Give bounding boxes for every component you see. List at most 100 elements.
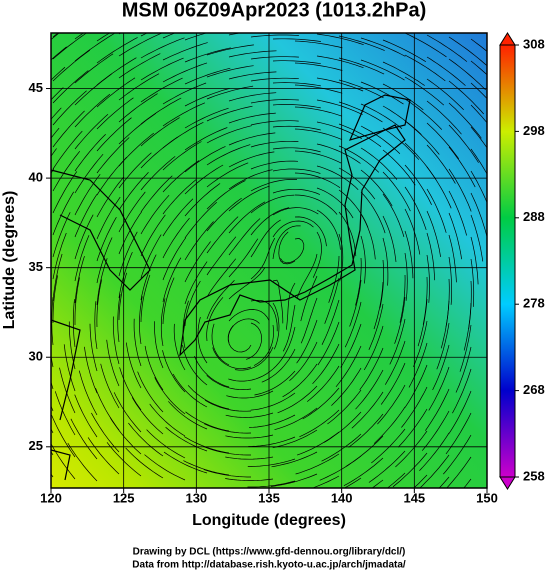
streamline	[206, 216, 239, 254]
streamline	[373, 281, 384, 330]
streamline	[272, 279, 284, 324]
streamline	[118, 251, 133, 299]
coastline	[179, 124, 406, 357]
streamline	[392, 452, 428, 488]
streamline	[395, 430, 428, 468]
streamline	[228, 169, 273, 190]
streamline	[162, 160, 200, 193]
streamline	[294, 106, 343, 117]
streamlines	[51, 33, 487, 488]
streamline	[360, 235, 366, 284]
streamline	[247, 458, 296, 467]
streamline	[426, 100, 462, 135]
streamline	[248, 436, 296, 447]
streamline	[113, 392, 142, 433]
streamline	[448, 234, 457, 283]
streamline	[74, 33, 84, 40]
colorbar-tick-label: 288	[523, 209, 545, 224]
streamline	[140, 175, 173, 213]
streamline	[228, 50, 277, 58]
streamline	[250, 99, 299, 104]
streamline	[52, 110, 85, 148]
streamline	[74, 133, 106, 172]
streamline	[228, 185, 270, 212]
streamline	[140, 77, 183, 103]
streamline	[272, 326, 296, 370]
streamline	[355, 369, 384, 410]
streamline	[426, 56, 466, 86]
streamline	[125, 342, 142, 389]
streamline	[328, 255, 340, 303]
streamline	[173, 323, 186, 371]
streamline	[349, 279, 362, 327]
streamline	[63, 344, 76, 392]
streamline	[371, 479, 384, 488]
streamline	[250, 299, 278, 332]
streamline	[87, 437, 120, 475]
streamline	[295, 453, 340, 475]
streamline	[118, 191, 146, 233]
streamline	[282, 304, 296, 352]
streamline	[294, 84, 343, 94]
y-tick-label: 30	[29, 349, 43, 364]
x-tick-label: 140	[331, 490, 353, 505]
streamline	[94, 301, 98, 350]
streamline	[226, 390, 274, 399]
streamline	[211, 323, 230, 366]
streamline	[162, 179, 197, 215]
streamline	[363, 325, 384, 371]
streamline	[470, 104, 487, 124]
x-tick-label: 145	[403, 490, 425, 505]
streamline	[299, 409, 340, 438]
x-tick-label: 130	[185, 490, 207, 505]
streamline	[149, 403, 186, 437]
credit: Drawing by DCL (https://www.gfd-dennou.o…	[133, 547, 406, 558]
streamline	[96, 196, 121, 240]
streamline	[74, 235, 90, 282]
streamline	[184, 47, 231, 63]
streamline	[78, 370, 98, 416]
streamline	[321, 433, 362, 462]
streamline	[140, 97, 182, 125]
streamline	[448, 146, 476, 188]
streamline	[335, 345, 362, 388]
streamline	[52, 191, 75, 236]
streamline	[228, 132, 276, 146]
streamline	[206, 65, 254, 78]
streamline	[144, 345, 164, 391]
streamline	[294, 62, 343, 71]
streamline	[182, 300, 189, 349]
streamline	[448, 80, 484, 115]
streamline	[338, 167, 376, 200]
streamline	[162, 198, 194, 237]
streamline	[168, 401, 208, 430]
streamline	[311, 475, 340, 488]
streamline	[163, 451, 208, 474]
streamline	[139, 296, 143, 345]
streamline	[140, 57, 184, 81]
streamline	[162, 350, 186, 393]
streamline	[443, 434, 472, 475]
streamline	[316, 77, 364, 92]
streamline	[203, 446, 251, 456]
streamline	[340, 323, 362, 368]
streamline	[426, 78, 464, 111]
streamline	[359, 347, 384, 391]
streamline	[380, 362, 406, 405]
streamline	[144, 454, 186, 481]
streamline	[206, 180, 246, 210]
streamline	[404, 54, 446, 82]
streamline	[382, 39, 426, 63]
streamline	[404, 186, 427, 231]
streamline	[360, 81, 404, 105]
streamline	[294, 216, 327, 247]
streamline	[74, 53, 114, 84]
streamline	[228, 309, 270, 322]
streamline	[382, 83, 424, 111]
streamline	[206, 125, 252, 144]
streamline	[162, 33, 176, 39]
streamline	[426, 34, 468, 62]
streamline	[421, 410, 450, 451]
streamline	[300, 275, 318, 322]
